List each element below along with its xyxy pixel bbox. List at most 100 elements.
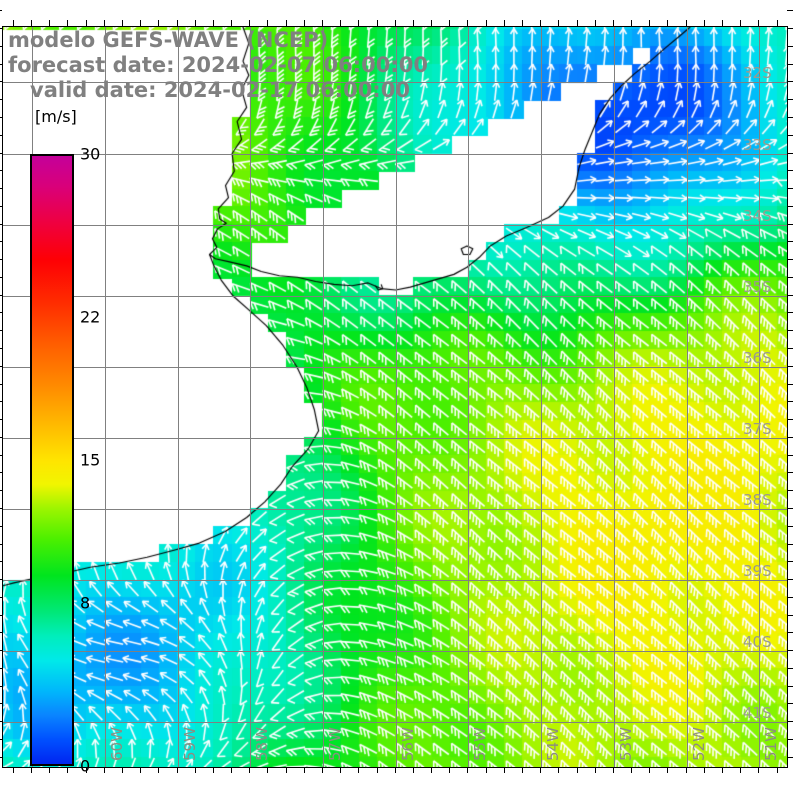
longitude-label: 53W [617, 727, 635, 761]
axis-tick [13, 20, 14, 26]
axis-tick [486, 767, 487, 773]
axis-tick [758, 20, 759, 26]
grid-line-latitude [3, 509, 787, 510]
axis-tick [595, 20, 596, 26]
axis-tick [722, 20, 723, 26]
axis-tick [0, 561, 2, 562]
axis-tick [0, 544, 2, 545]
longitude-label: 55W [471, 727, 489, 761]
axis-tick [0, 615, 2, 616]
colorbar-tick-8: 8 [80, 593, 91, 613]
axis-tick [787, 668, 793, 669]
colorbar-tick-22: 22 [80, 307, 101, 327]
axis-tick [431, 767, 432, 773]
axis-tick [787, 259, 793, 260]
axis-tick [740, 767, 741, 773]
axis-tick [613, 767, 614, 773]
axis-tick [787, 419, 793, 420]
axis-tick [787, 597, 793, 598]
axis-tick [787, 579, 793, 580]
axis-tick [13, 767, 14, 773]
wind-speed-heatmap-canvas [3, 27, 787, 767]
axis-tick [0, 64, 2, 65]
axis-tick [0, 188, 2, 189]
axis-tick [631, 767, 632, 773]
axis-tick [722, 767, 723, 773]
axis-tick [787, 455, 793, 456]
axis-tick [787, 739, 793, 740]
longitude-label: 60W [108, 727, 126, 761]
axis-tick [0, 170, 2, 171]
axis-tick [649, 20, 650, 26]
axis-tick [86, 20, 87, 26]
axis-tick [358, 767, 359, 773]
axis-tick [140, 20, 141, 26]
axis-tick [395, 767, 396, 773]
axis-tick [0, 419, 2, 420]
axis-tick [49, 20, 50, 26]
axis-tick [358, 20, 359, 26]
latitude-label: 38S [743, 491, 772, 509]
axis-tick [31, 20, 32, 26]
latitude-label: 39S [743, 562, 772, 580]
axis-tick [787, 721, 793, 722]
axis-tick [158, 767, 159, 773]
axis-tick [0, 277, 2, 278]
axis-tick [377, 767, 378, 773]
axis-tick [787, 703, 793, 704]
axis-tick [0, 206, 2, 207]
axis-tick [787, 437, 793, 438]
axis-tick [0, 597, 2, 598]
grid-line-longitude [687, 27, 688, 767]
axis-tick [649, 767, 650, 773]
axis-tick [787, 188, 793, 189]
axis-tick [577, 20, 578, 26]
axis-tick [0, 632, 2, 633]
axis-tick [104, 20, 105, 26]
longitude-label: 51W [762, 727, 780, 761]
axis-tick [467, 767, 468, 773]
axis-tick [787, 206, 793, 207]
axis-tick [787, 650, 793, 651]
axis-tick [286, 767, 287, 773]
axis-tick [267, 767, 268, 773]
axis-tick [787, 561, 793, 562]
axis-tick [0, 650, 2, 651]
latitude-label: 41S [743, 704, 772, 722]
axis-tick [787, 170, 793, 171]
grid-line-latitude [3, 82, 787, 83]
grid-line-latitude [3, 438, 787, 439]
axis-tick [787, 508, 793, 509]
forecast-date: forecast date: 2024-02-07 06:00:00 [8, 53, 428, 77]
axis-tick [0, 81, 2, 82]
axis-tick [0, 686, 2, 687]
axis-tick [787, 632, 793, 633]
axis-tick [177, 767, 178, 773]
axis-tick [195, 767, 196, 773]
axis-tick [231, 767, 232, 773]
model-name: modelo GEFS-WAVE (NCEP) [8, 28, 329, 52]
colorbar-unit-label: [m/s] [33, 107, 79, 126]
latitude-label: 33S [743, 136, 772, 154]
colorbar-tick-0: 0 [80, 756, 91, 776]
grid-line-longitude [178, 27, 179, 767]
latitude-label: 32S [743, 64, 772, 82]
axis-tick [787, 348, 793, 349]
axis-tick [0, 703, 2, 704]
axis-tick [0, 401, 2, 402]
latitude-label: 37S [743, 420, 772, 438]
axis-tick [449, 767, 450, 773]
axis-tick [0, 366, 2, 367]
latitude-label: 35S [743, 278, 772, 296]
axis-tick [613, 20, 614, 26]
axis-tick [0, 472, 2, 473]
axis-tick [704, 20, 705, 26]
longitude-label: 58W [253, 727, 271, 761]
axis-tick [0, 437, 2, 438]
axis-tick [486, 20, 487, 26]
axis-tick [667, 767, 668, 773]
axis-tick [0, 99, 2, 100]
axis-tick [758, 767, 759, 773]
axis-tick [787, 135, 793, 136]
longitude-label: 59W [181, 727, 199, 761]
